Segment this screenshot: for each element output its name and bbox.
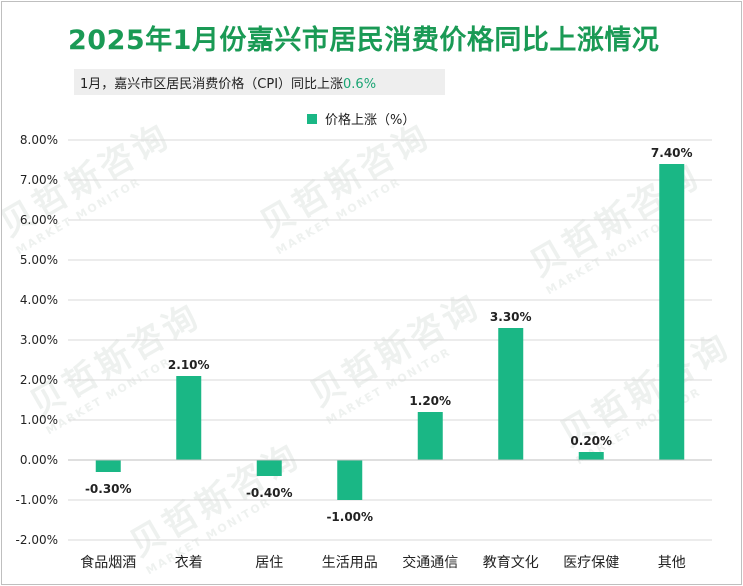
- data-label: -0.30%: [85, 482, 132, 496]
- data-label: 3.30%: [490, 310, 532, 324]
- subtitle: 1月，嘉兴市区居民消费价格（CPI）同比上涨0.6%: [80, 73, 376, 92]
- legend: 价格上涨（%）: [307, 109, 415, 128]
- y-tick-label: -1.00%: [16, 493, 58, 507]
- bar: [256, 460, 282, 476]
- x-tick-label: 生活用品: [322, 555, 378, 571]
- x-tick-label: 衣着: [175, 555, 203, 571]
- legend-swatch: [307, 113, 317, 124]
- bar: [417, 412, 443, 460]
- data-label: -1.00%: [326, 510, 373, 524]
- bar: [578, 452, 604, 460]
- y-tick-label: 3.00%: [20, 333, 58, 347]
- x-tick-label: 医疗保健: [563, 555, 619, 571]
- y-tick-label: 5.00%: [20, 253, 58, 267]
- legend-label: 价格上涨（%）: [325, 113, 416, 128]
- y-tick-label: 8.00%: [20, 133, 58, 147]
- data-label: 1.20%: [409, 394, 451, 408]
- subtitle-box: 1月，嘉兴市区居民消费价格（CPI）同比上涨0.6%: [74, 69, 445, 95]
- data-label: 0.20%: [570, 434, 612, 448]
- subtitle-value: 0.6%: [343, 77, 377, 92]
- x-tick-label: 居住: [255, 555, 283, 571]
- chart-title: 2025年1月份嘉兴市居民消费价格同比上涨情况: [68, 25, 660, 56]
- y-tick-label: 1.00%: [20, 413, 58, 427]
- bar: [498, 328, 524, 460]
- subtitle-text: 1月，嘉兴市区居民消费价格（CPI）同比上涨: [80, 77, 344, 92]
- bar: [95, 460, 121, 472]
- y-tick-label: 2.00%: [20, 373, 58, 387]
- data-label: 2.10%: [168, 358, 210, 372]
- y-tick-label: 4.00%: [20, 293, 58, 307]
- x-tick-label: 食品烟酒: [80, 554, 136, 571]
- x-tick-label: 交通通信: [402, 554, 458, 571]
- y-tick-label: 7.00%: [20, 173, 58, 187]
- bar: [176, 376, 202, 460]
- x-tick-label: 其他: [658, 555, 686, 571]
- x-tick-label: 教育文化: [483, 555, 539, 571]
- y-tick-label: 6.00%: [20, 213, 58, 227]
- bar: [659, 164, 685, 460]
- bar: [337, 460, 363, 500]
- data-label: -0.40%: [246, 486, 293, 500]
- y-tick-label: 0.00%: [20, 453, 58, 467]
- y-tick-label: -2.00%: [16, 533, 58, 547]
- data-label: 7.40%: [651, 146, 693, 160]
